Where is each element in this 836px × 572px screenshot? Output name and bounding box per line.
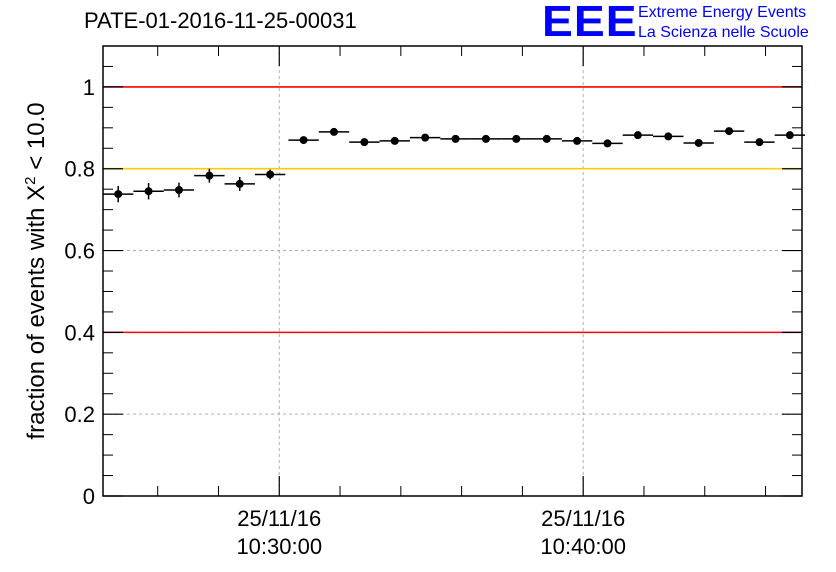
marker: [573, 136, 582, 145]
y-axis-label: fraction of events with X2 < 10.0: [22, 102, 50, 439]
marker: [266, 170, 275, 179]
marker: [755, 138, 764, 147]
marker: [785, 131, 794, 140]
marker: [144, 187, 153, 196]
data-point: [409, 133, 441, 142]
y-tick-label: 1: [83, 75, 95, 100]
marker: [205, 171, 214, 180]
data-point: [194, 168, 225, 183]
marker: [390, 136, 399, 145]
logo-line-2: La Scienza nelle Scuole: [638, 24, 809, 41]
marker: [512, 134, 521, 143]
data-point: [103, 185, 134, 203]
marker: [633, 131, 642, 140]
y-tick-label: 0.2: [64, 402, 95, 427]
logo-mark: EEE: [542, 0, 638, 46]
y-axis-label-tail: < 10.0: [23, 102, 50, 176]
x-tick-label-time: 10:40:00: [540, 534, 626, 559]
data-point: [349, 138, 380, 147]
eee-logo: EEE Extreme Energy Events La Scienza nel…: [542, 0, 832, 46]
data-point: [744, 138, 775, 147]
marker: [451, 134, 460, 143]
marker: [664, 132, 673, 141]
marker: [299, 136, 308, 145]
y-tick-label: 0.8: [64, 157, 95, 182]
data-point: [288, 136, 319, 145]
x-axis: 25/11/16 10:30:00 25/11/16 10:40:00: [157, 46, 767, 559]
marker: [481, 134, 490, 143]
y-axis-label-exponent: 2: [22, 176, 39, 184]
data-point: [254, 169, 286, 180]
data-point: [470, 134, 502, 143]
plot-frame: [102, 45, 803, 497]
marker: [174, 186, 183, 194]
x-tick-label-date: 25/11/16: [541, 506, 625, 531]
marker: [725, 127, 734, 136]
y-tick-label: 0.6: [64, 239, 95, 264]
y-tick-label: 0: [83, 484, 95, 509]
data-point: [561, 136, 593, 145]
data-point: [713, 127, 745, 136]
marker: [329, 127, 338, 136]
data-point: [622, 131, 654, 140]
marker: [421, 133, 430, 142]
x-tick-label-time: 10:30:00: [236, 534, 322, 559]
marker: [360, 138, 369, 147]
reference-lines: [103, 86, 802, 334]
y-tick-label: 0.4: [64, 320, 95, 345]
data-point: [774, 131, 806, 140]
marker: [603, 139, 612, 148]
data-point: [318, 127, 350, 136]
marker: [542, 134, 551, 143]
data-points: [103, 127, 806, 203]
data-point: [224, 176, 255, 191]
x-tick-label-date: 25/11/16: [237, 506, 321, 531]
y-axis: 0 0.2 0.4 0.6 0.8 1: [64, 45, 802, 509]
marker: [114, 190, 123, 199]
data-point: [379, 136, 410, 145]
grid: [103, 46, 802, 497]
chart-title: PATE-01-2016-11-25-00031: [84, 8, 357, 33]
data-point: [133, 183, 164, 200]
marker: [694, 138, 703, 147]
data-point: [440, 134, 471, 143]
marker: [235, 179, 244, 188]
logo-line-1: Extreme Energy Events: [638, 4, 807, 21]
data-point: [653, 132, 684, 141]
y-axis-label-chi: X: [23, 185, 50, 201]
y-axis-label-main: fraction of events with: [23, 201, 50, 440]
data-point: [501, 134, 532, 143]
data-point: [531, 134, 562, 143]
data-point: [592, 139, 623, 148]
data-point: [683, 138, 714, 147]
data-point: [163, 182, 195, 198]
